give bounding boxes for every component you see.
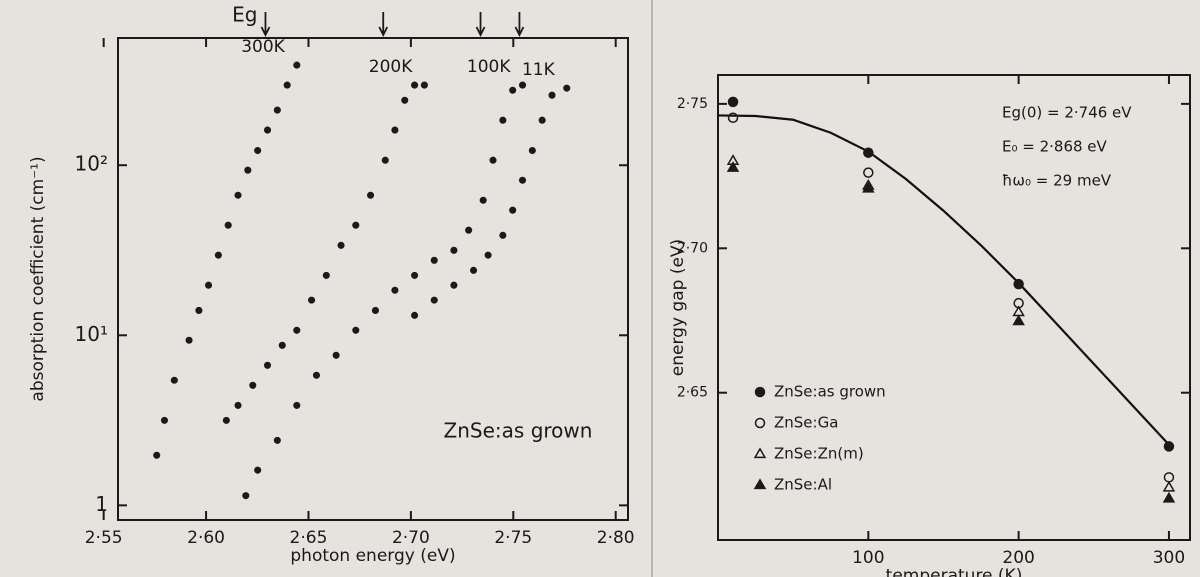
data-point (431, 258, 437, 264)
data-point (243, 493, 249, 499)
data-point (451, 282, 457, 288)
legend-marker (756, 388, 765, 397)
data-point (275, 438, 281, 444)
x-tick-label: 2·60 (187, 528, 225, 548)
x-tick-label: 200 (1002, 548, 1034, 568)
series-label: 200K (369, 57, 413, 77)
legend-label: ZnSe:Zn(m) (774, 445, 864, 463)
data-point (265, 127, 271, 133)
x-tick-label: 2·75 (494, 528, 532, 548)
data-point (412, 313, 418, 319)
x-tick-label: 2·55 (85, 528, 123, 548)
data-point (333, 352, 339, 358)
data-point (1014, 280, 1023, 289)
data-point (539, 117, 545, 123)
data-point (1164, 442, 1173, 451)
data-point (510, 87, 516, 93)
data-point (235, 403, 241, 409)
y-tick-label: 2·65 (677, 385, 708, 401)
data-point (549, 92, 555, 98)
data-point (382, 157, 388, 163)
data-point (864, 148, 873, 157)
legend-label: ZnSe:Al (774, 476, 832, 494)
data-point (294, 62, 300, 68)
data-point (309, 297, 315, 303)
data-point (451, 248, 457, 254)
data-point (368, 192, 374, 198)
data-point (162, 418, 168, 424)
data-point (314, 372, 320, 378)
data-point (490, 157, 496, 163)
data-point (245, 167, 251, 173)
data-point (520, 177, 526, 183)
y-tick-label: 1 (95, 492, 108, 516)
data-point (235, 192, 241, 198)
legend-label: ZnSe:as grown (774, 383, 886, 401)
data-point (471, 268, 477, 274)
series-label: 11K (522, 60, 556, 80)
data-point (216, 252, 222, 258)
data-point (392, 127, 398, 133)
data-point (279, 343, 285, 349)
y-axis-label: energy gap (eV) (668, 239, 688, 376)
data-point (412, 273, 418, 279)
x-tick-label: 100 (852, 548, 884, 568)
data-point (294, 327, 300, 333)
data-point (422, 82, 428, 88)
annotation: E₀ = 2·868 eV (1002, 138, 1108, 156)
series-label: 100K (467, 57, 511, 77)
data-point (154, 452, 160, 458)
x-tick-label: 2·70 (392, 528, 430, 548)
annotation: ħω₀ = 29 meV (1002, 172, 1112, 190)
data-point (373, 308, 379, 314)
data-point (500, 117, 506, 123)
data-point (324, 273, 330, 279)
annotation: ZnSe:as grown (444, 419, 593, 443)
y-tick-label: 2·75 (677, 96, 708, 112)
data-point (485, 252, 491, 258)
data-point (294, 403, 300, 409)
data-point (530, 148, 536, 154)
data-point (402, 97, 408, 103)
data-point (206, 282, 212, 288)
data-point (186, 337, 192, 343)
eg-label: Eg (232, 3, 257, 27)
data-point (196, 308, 202, 314)
figure: 2·55 2·60 2·65 2·70 2·75 2·80 1 10¹ 10² photon en… (0, 0, 1200, 577)
data-point (520, 82, 526, 88)
data-point (225, 222, 231, 228)
y-tick-label: 10¹ (75, 322, 108, 346)
data-point (480, 198, 486, 204)
data-point (729, 97, 738, 106)
series-label: 300K (241, 37, 285, 57)
x-tick-label: 300 (1153, 548, 1185, 568)
data-point (255, 148, 261, 154)
data-point (564, 85, 570, 91)
annotation: Eg(0) = 2·746 eV (1002, 104, 1132, 122)
data-point (265, 363, 271, 369)
legend-label: ZnSe:Ga (774, 414, 838, 432)
x-axis-label: temperature (K) (886, 566, 1023, 577)
data-point (392, 287, 398, 293)
data-point (412, 82, 418, 88)
x-tick-label: 2·65 (290, 528, 328, 548)
data-point (353, 222, 359, 228)
data-point (510, 207, 516, 213)
data-point (250, 383, 256, 389)
data-point (338, 243, 344, 249)
data-point (255, 467, 261, 473)
data-point (224, 418, 230, 424)
x-axis-label: photon energy (eV) (290, 546, 455, 566)
y-axis-label: absorption coefficient (cm⁻¹) (28, 156, 48, 401)
y-tick-label: 10² (75, 152, 108, 176)
data-point (275, 107, 281, 113)
data-point (500, 233, 506, 239)
data-point (284, 82, 290, 88)
data-point (431, 297, 437, 303)
x-tick-label: 2·80 (597, 528, 635, 548)
data-point (353, 327, 359, 333)
data-point (172, 377, 178, 383)
data-point (466, 227, 472, 233)
